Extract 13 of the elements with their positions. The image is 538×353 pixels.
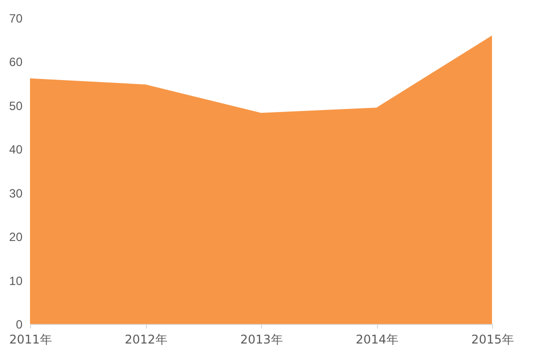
- y-tick-label: 10: [9, 274, 23, 288]
- y-tick-label: 60: [9, 55, 23, 70]
- x-tick-label: 2014年: [356, 332, 398, 346]
- y-tick-label: 40: [9, 142, 23, 157]
- x-tick-label: 2011年: [9, 332, 52, 346]
- x-tick-label: 2015年: [471, 332, 514, 346]
- y-tick-label: 20: [9, 230, 23, 244]
- x-tick-label: 2013年: [240, 332, 283, 346]
- y-tick-label: 70: [9, 12, 23, 26]
- y-tick-label: 30: [9, 186, 23, 200]
- x-tick-label: 2012年: [124, 332, 168, 346]
- y-tick-label: 0: [16, 318, 23, 332]
- y-tick-label: 50: [9, 98, 23, 113]
